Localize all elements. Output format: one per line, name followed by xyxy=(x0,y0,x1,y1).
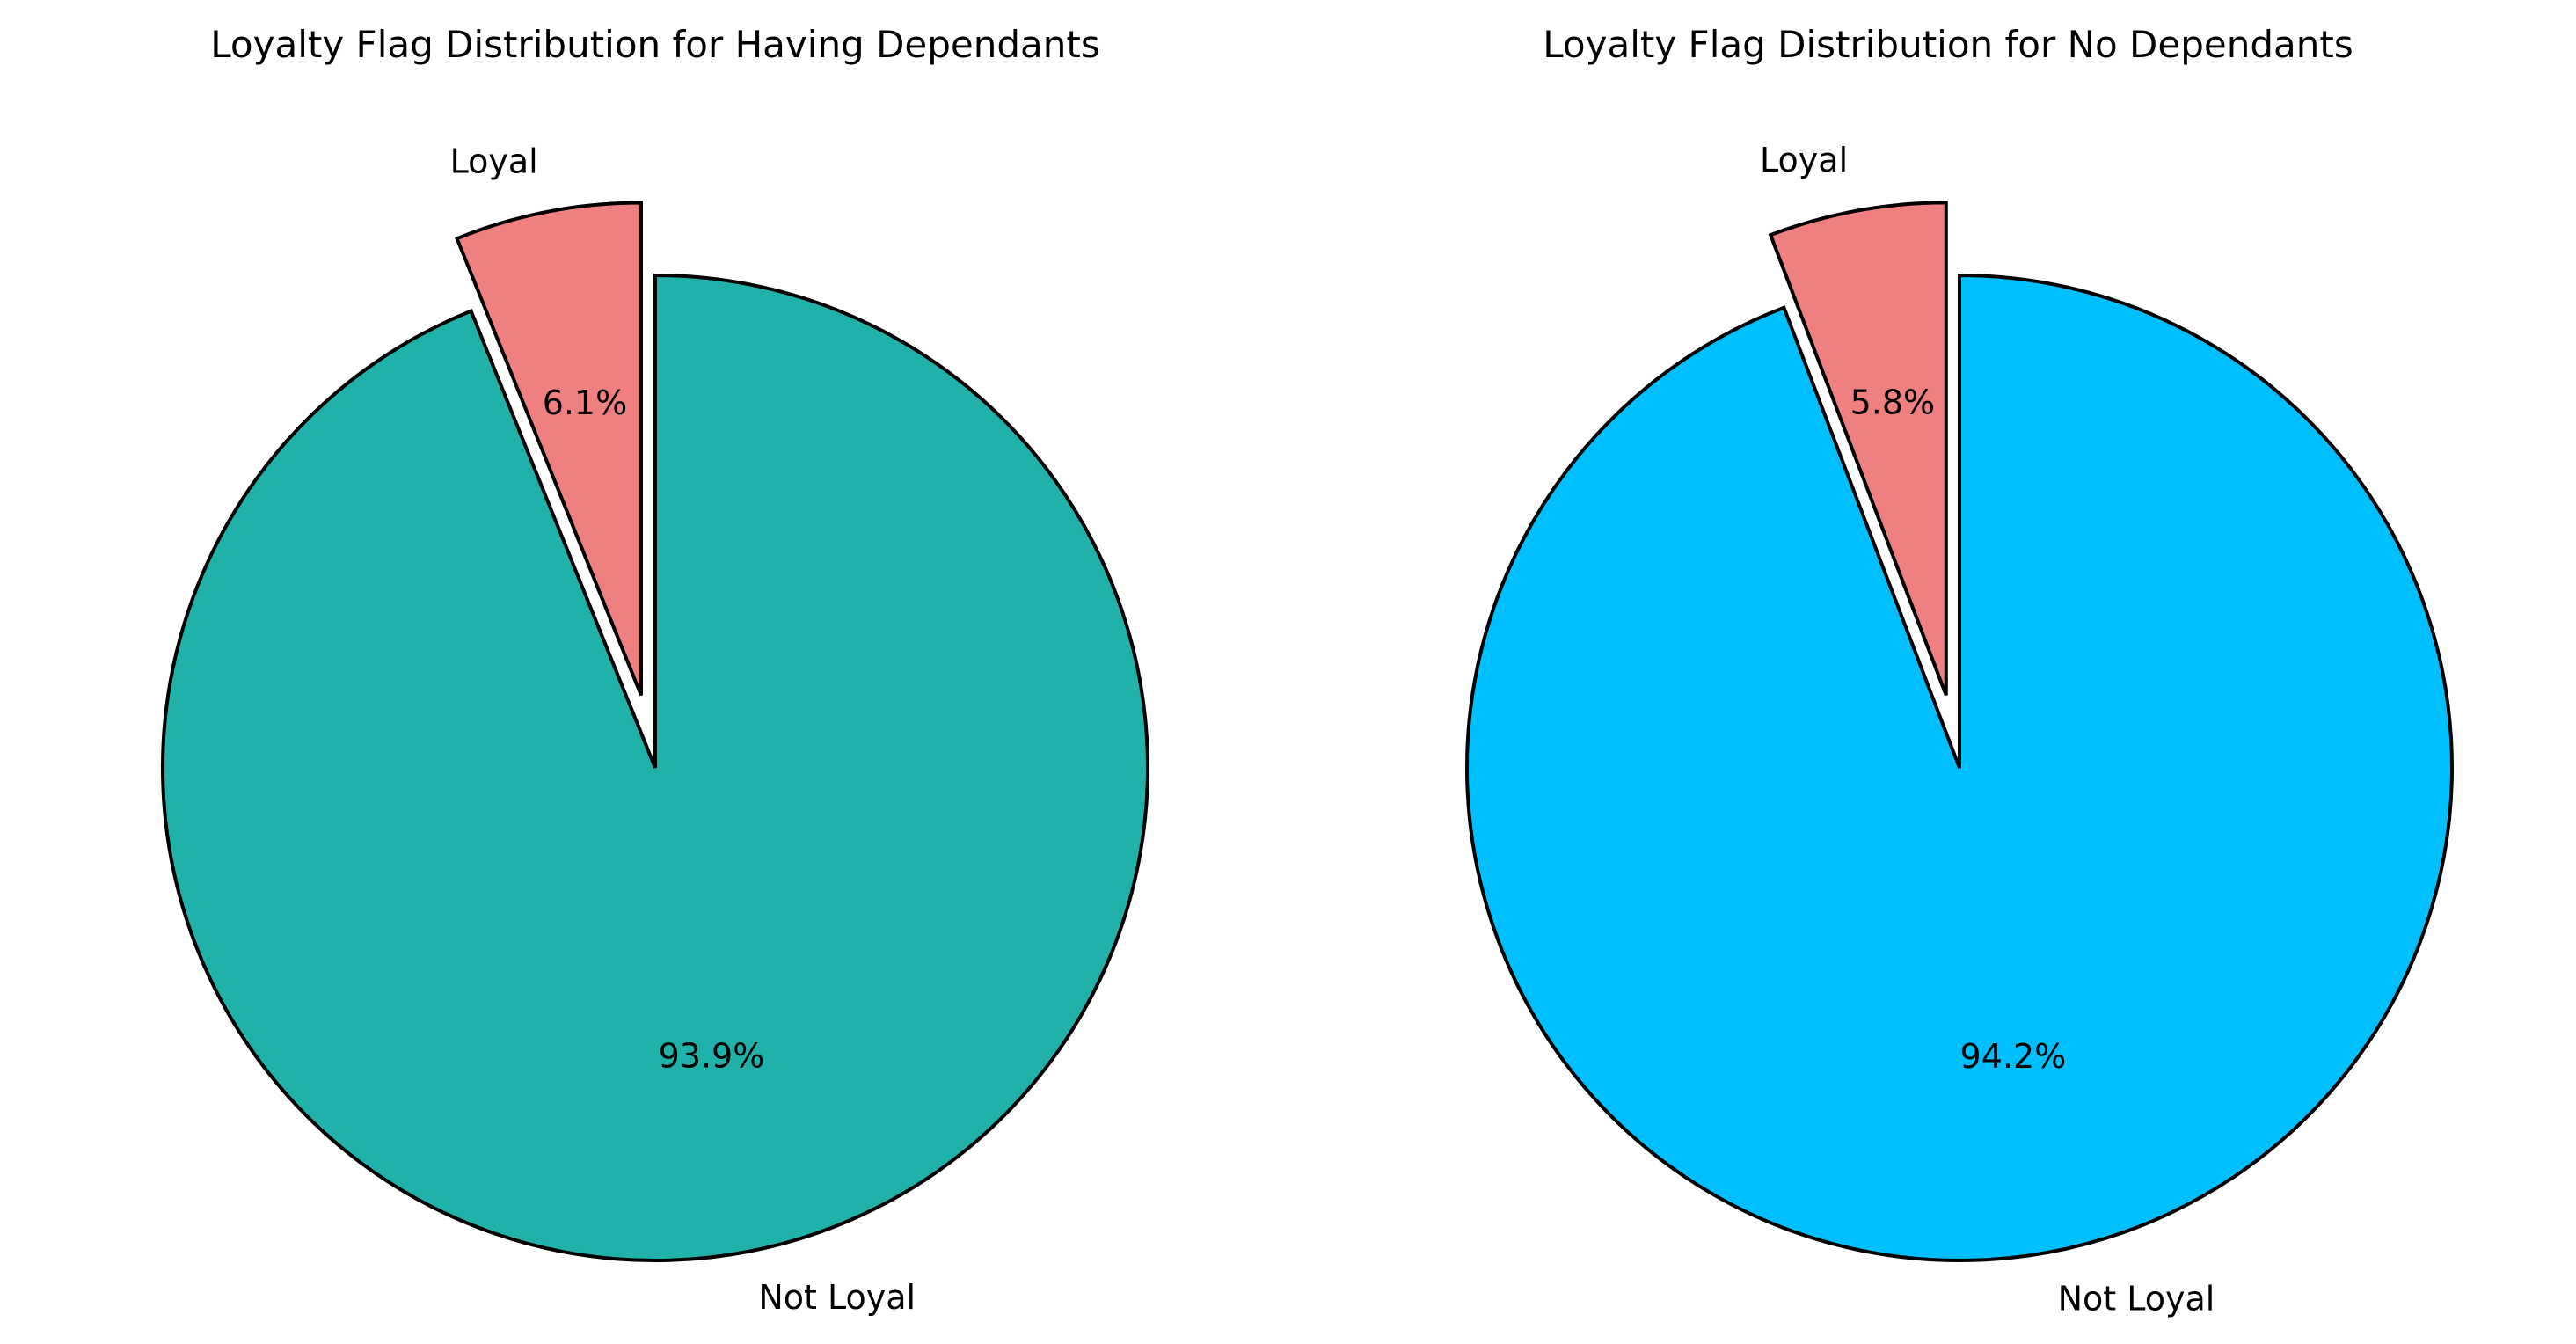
pie-chart-having-dependants: Loyalty Flag Distribution for Having Dep… xyxy=(161,23,1149,1317)
chart-title: Loyalty Flag Distribution for No Dependa… xyxy=(1543,23,2353,66)
pie-slice-not-loyal xyxy=(1465,273,2454,1262)
pie-slice-loyal xyxy=(454,201,644,697)
slice-label: Loyal xyxy=(1760,141,1848,179)
percentage-label: 94.2% xyxy=(1960,1037,2067,1076)
chart-title: Loyalty Flag Distribution for Having Dep… xyxy=(210,23,1100,66)
percentage-label: 6.1% xyxy=(543,383,628,422)
percentage-label: 5.8% xyxy=(1850,383,1936,421)
percentage-label: 93.9% xyxy=(659,1036,765,1075)
slice-label: Not Loyal xyxy=(758,1278,916,1317)
slice-label: Not Loyal xyxy=(2058,1279,2215,1318)
slice-label: Loyal xyxy=(450,142,538,180)
pie-slice-loyal xyxy=(1768,201,1948,697)
pie-chart-no-dependants: Loyalty Flag Distribution for No Dependa… xyxy=(1465,23,2454,1318)
pie-slice-not-loyal xyxy=(161,273,1149,1262)
